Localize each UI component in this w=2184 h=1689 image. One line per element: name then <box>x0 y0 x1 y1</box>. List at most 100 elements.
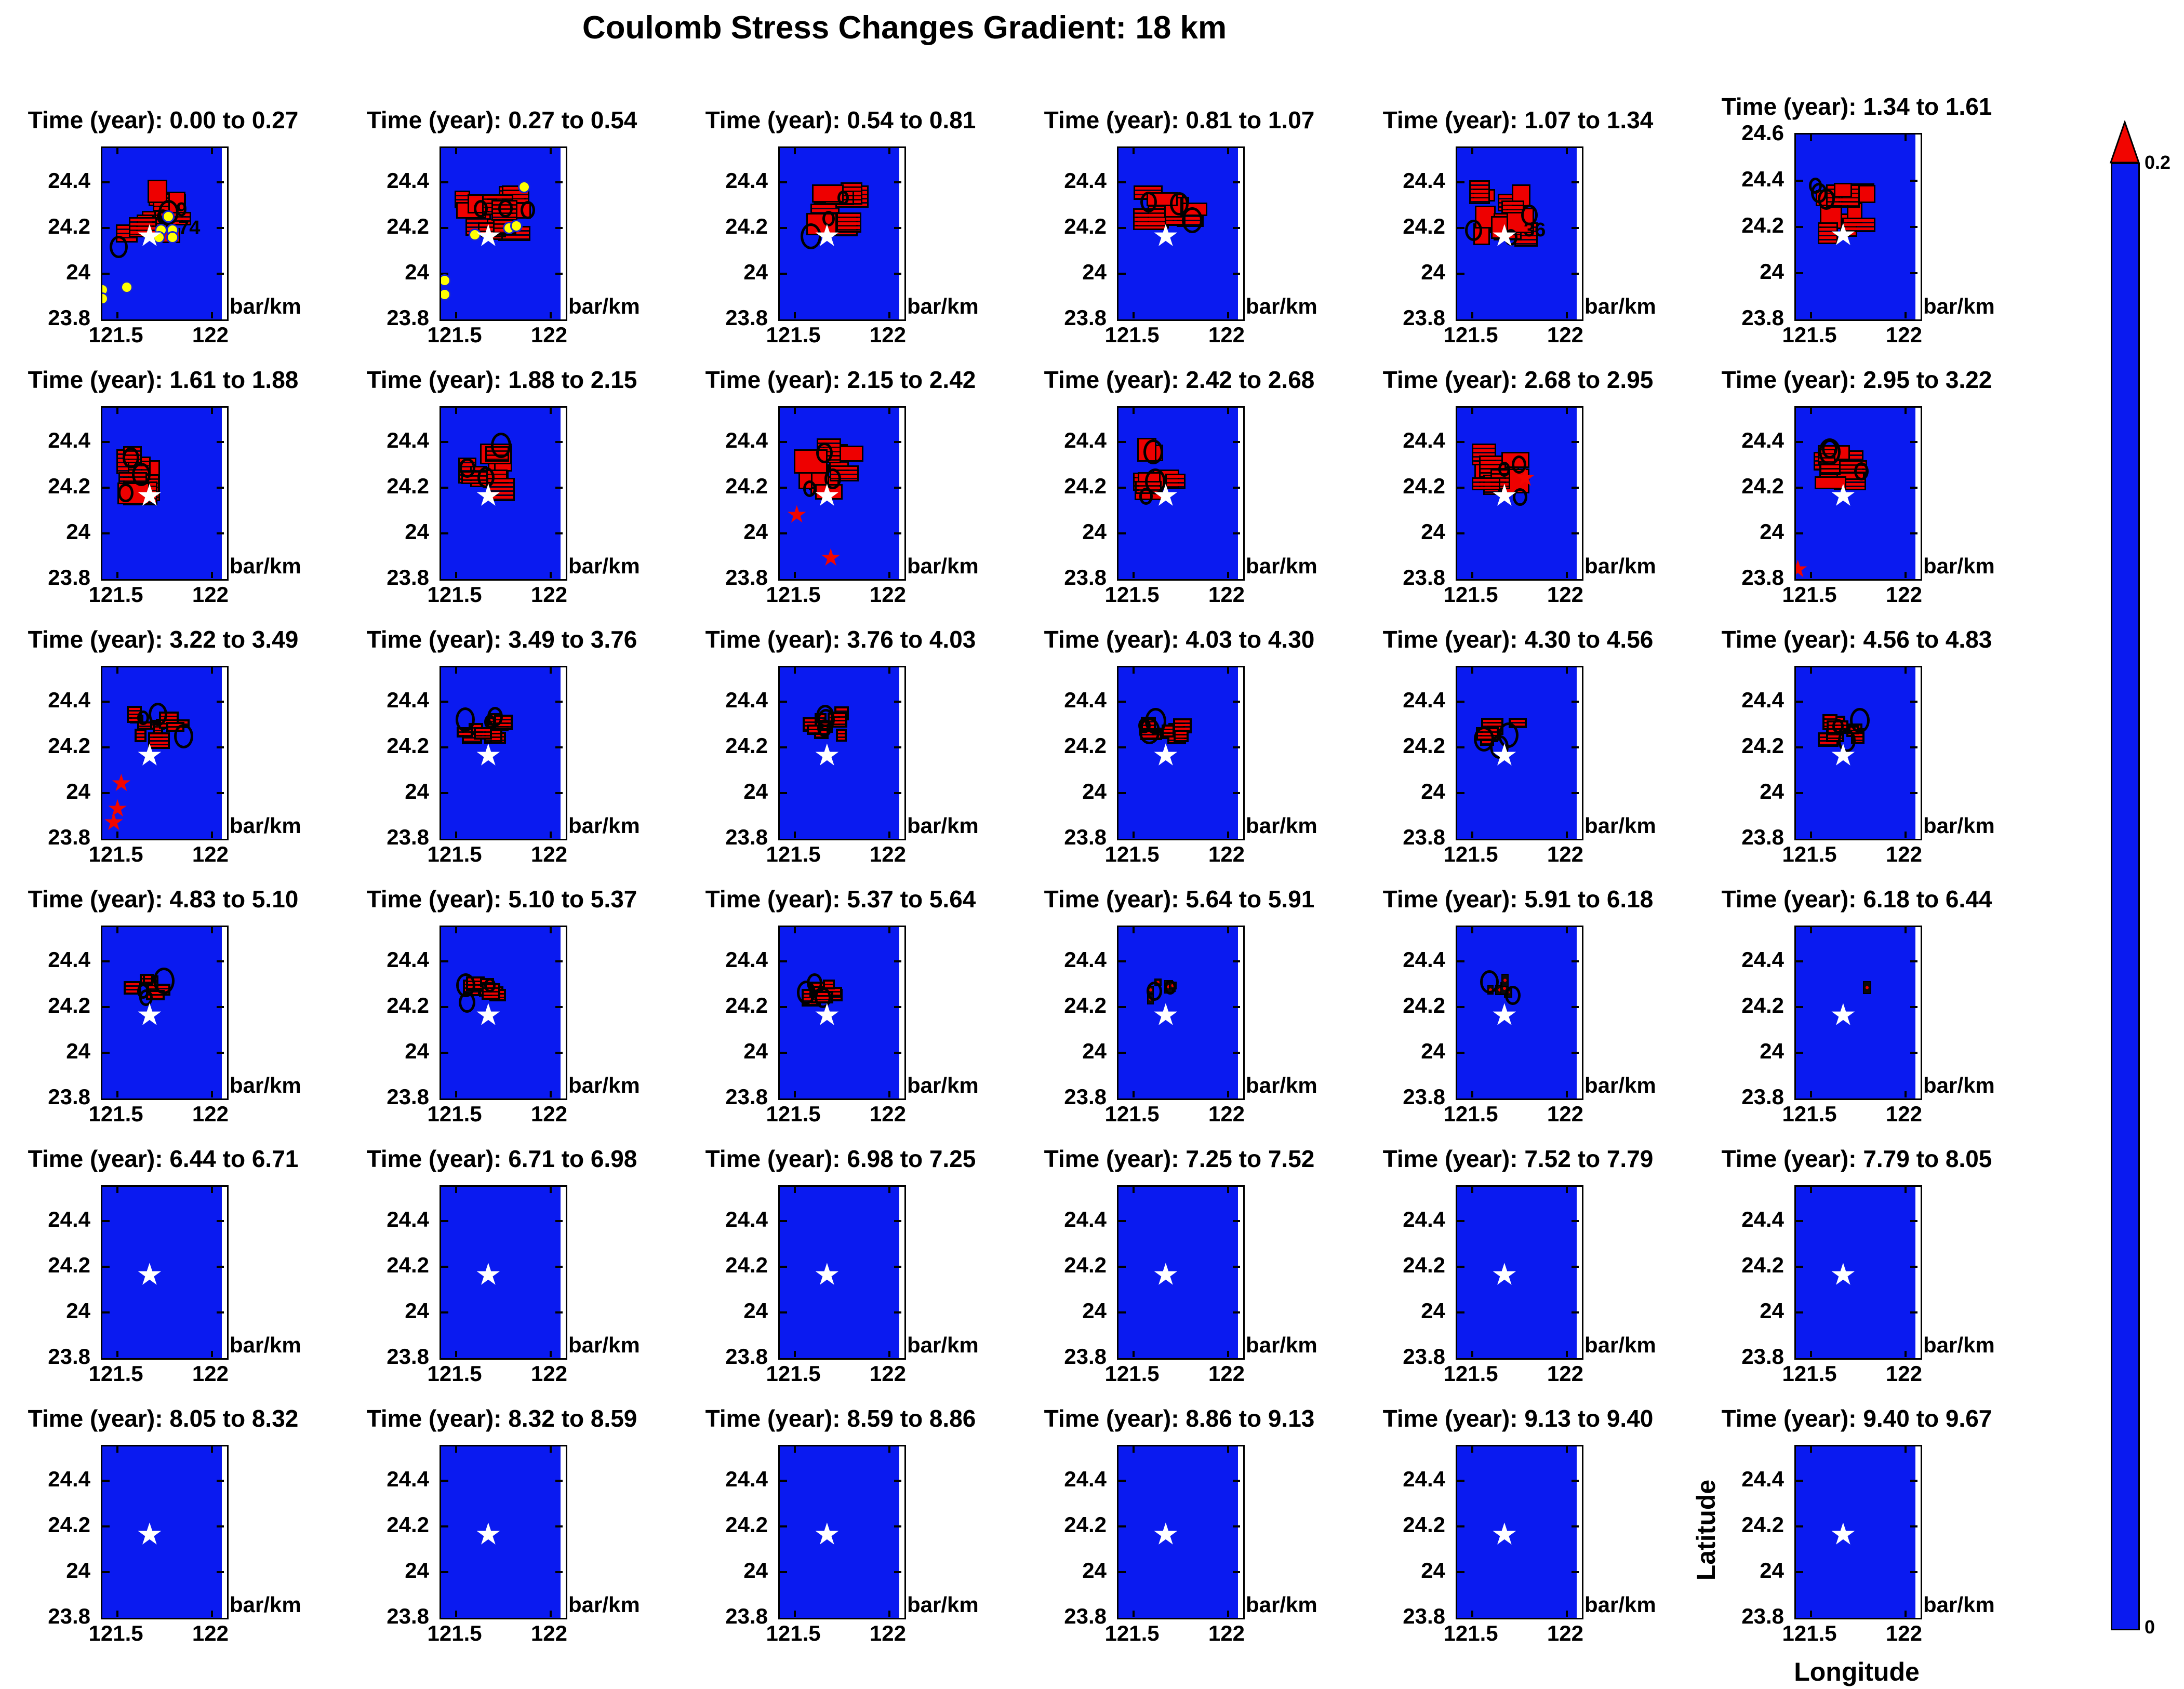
map-area: ★ <box>1794 666 1922 840</box>
tick-mark <box>1118 1006 1126 1008</box>
subplot-title: Time (year): 3.76 to 4.03 <box>705 626 976 653</box>
epicenter-star-icon: ★ <box>1490 998 1518 1032</box>
tick-mark <box>217 1480 224 1482</box>
map-area: ★ <box>440 1185 567 1360</box>
y-tick-label: 23.8 <box>48 305 90 330</box>
y-tick-label: 24.2 <box>387 1253 429 1277</box>
tick-mark <box>1118 273 1126 275</box>
tick-mark <box>1796 1525 1803 1527</box>
tick-mark <box>894 532 901 534</box>
map-area: ★★ <box>1794 406 1922 581</box>
tick-mark <box>1233 227 1240 229</box>
colorbar-bar <box>2111 163 2140 1630</box>
y-tick-label: 23.8 <box>1741 305 1784 330</box>
stress-patch <box>142 974 154 986</box>
y-tick-label: 24 <box>1082 779 1107 803</box>
tick-mark <box>1227 927 1229 933</box>
stress-patch <box>1842 217 1876 232</box>
y-tick-label: 24 <box>743 779 768 803</box>
tick-mark <box>555 1571 563 1573</box>
stress-patch <box>1501 200 1524 214</box>
map-area: ★ <box>1794 926 1922 1100</box>
aftershock-star-icon: ★ <box>110 769 132 797</box>
y-tick-label: 24.4 <box>387 1207 429 1231</box>
tick-mark <box>794 312 796 318</box>
tick-mark <box>780 1006 787 1008</box>
tick-mark <box>210 408 213 414</box>
tick-mark <box>1572 792 1579 794</box>
x-tick-label: 121.5 <box>427 582 482 607</box>
y-tick-label: 24.4 <box>387 688 429 712</box>
tick-mark <box>1572 1480 1579 1482</box>
tick-mark <box>780 746 787 748</box>
map-area: ★ ★ ★ ★ <box>101 666 229 840</box>
tick-mark <box>1227 1611 1229 1617</box>
contour-ellipse <box>1822 439 1837 459</box>
tick-mark <box>217 487 224 489</box>
tick-mark <box>441 1052 448 1054</box>
tick-mark <box>102 1266 110 1268</box>
map-area: ★★ <box>1456 406 1583 581</box>
y-tick-label: 24 <box>1421 519 1445 544</box>
map-area: ★ <box>1456 666 1583 840</box>
subplot-title: Time (year): 7.79 to 8.05 <box>1721 1145 1992 1172</box>
tick-mark <box>116 1187 119 1193</box>
x-tick-label: 121.5 <box>1104 1621 1160 1645</box>
y-tick-label: 24 <box>1082 260 1107 284</box>
seismicity-dot-icon <box>441 274 451 287</box>
x-tick-label: 121.5 <box>766 1102 821 1126</box>
tick-mark <box>1471 572 1474 578</box>
subplot-title: Time (year): 9.13 to 9.40 <box>1382 1405 1654 1432</box>
tick-mark <box>1565 1351 1568 1357</box>
contour-ellipse <box>484 978 496 993</box>
tick-mark <box>1910 1525 1917 1527</box>
x-tick-label: 121.5 <box>766 582 821 607</box>
y-tick-label: 23.8 <box>1403 1084 1445 1109</box>
sea-fill <box>1118 1446 1238 1618</box>
tick-mark <box>210 312 213 318</box>
tick-mark <box>116 667 119 674</box>
y-tick-label: 24.2 <box>1403 993 1445 1017</box>
y-tick-label: 23.8 <box>48 565 90 589</box>
unit-label: bar/km <box>1584 813 1656 838</box>
unit-label: bar/km <box>1246 1073 1317 1097</box>
contour-ellipse <box>1837 729 1856 752</box>
y-tick-label: 24.4 <box>725 947 768 972</box>
tick-mark <box>1572 487 1579 489</box>
tick-mark <box>1227 148 1229 154</box>
tick-mark <box>102 181 110 183</box>
tick-mark <box>1457 792 1464 794</box>
tick-mark <box>1118 532 1126 534</box>
tick-mark <box>1796 180 1803 182</box>
tick-mark <box>1910 701 1917 703</box>
y-tick-label: 24.2 <box>1064 1253 1107 1277</box>
tick-mark <box>1904 927 1907 933</box>
tick-mark <box>1118 181 1126 183</box>
tick-mark <box>116 312 119 318</box>
y-tick-label: 24.2 <box>725 474 768 498</box>
contour-ellipse <box>1498 461 1511 477</box>
y-tick-label: 24.2 <box>1064 474 1107 498</box>
tick-mark <box>1565 148 1568 154</box>
tick-mark <box>555 1220 563 1222</box>
map-area: 9 74 ★ <box>101 146 229 321</box>
tick-mark <box>1457 273 1464 275</box>
tick-mark <box>794 1091 796 1097</box>
tick-mark <box>455 1091 458 1097</box>
x-tick-label: 122 <box>869 842 906 866</box>
tick-mark <box>1118 746 1126 748</box>
epicenter-star-icon: ★ <box>474 478 502 513</box>
tick-mark <box>116 572 119 578</box>
tick-mark <box>1118 1266 1126 1268</box>
tick-mark <box>794 667 796 674</box>
map-area: ★ ★ ★ <box>778 406 906 581</box>
y-tick-label: 24 <box>1760 1039 1784 1063</box>
tick-mark <box>1904 1187 1907 1193</box>
x-tick-label: 122 <box>1885 1361 1922 1386</box>
tick-mark <box>1233 960 1240 962</box>
contour-ellipse <box>1505 986 1521 1006</box>
subplot-title: Time (year): 4.83 to 5.10 <box>28 886 299 913</box>
tick-mark <box>441 960 448 962</box>
tick-mark <box>555 746 563 748</box>
tick-mark <box>1910 792 1917 794</box>
